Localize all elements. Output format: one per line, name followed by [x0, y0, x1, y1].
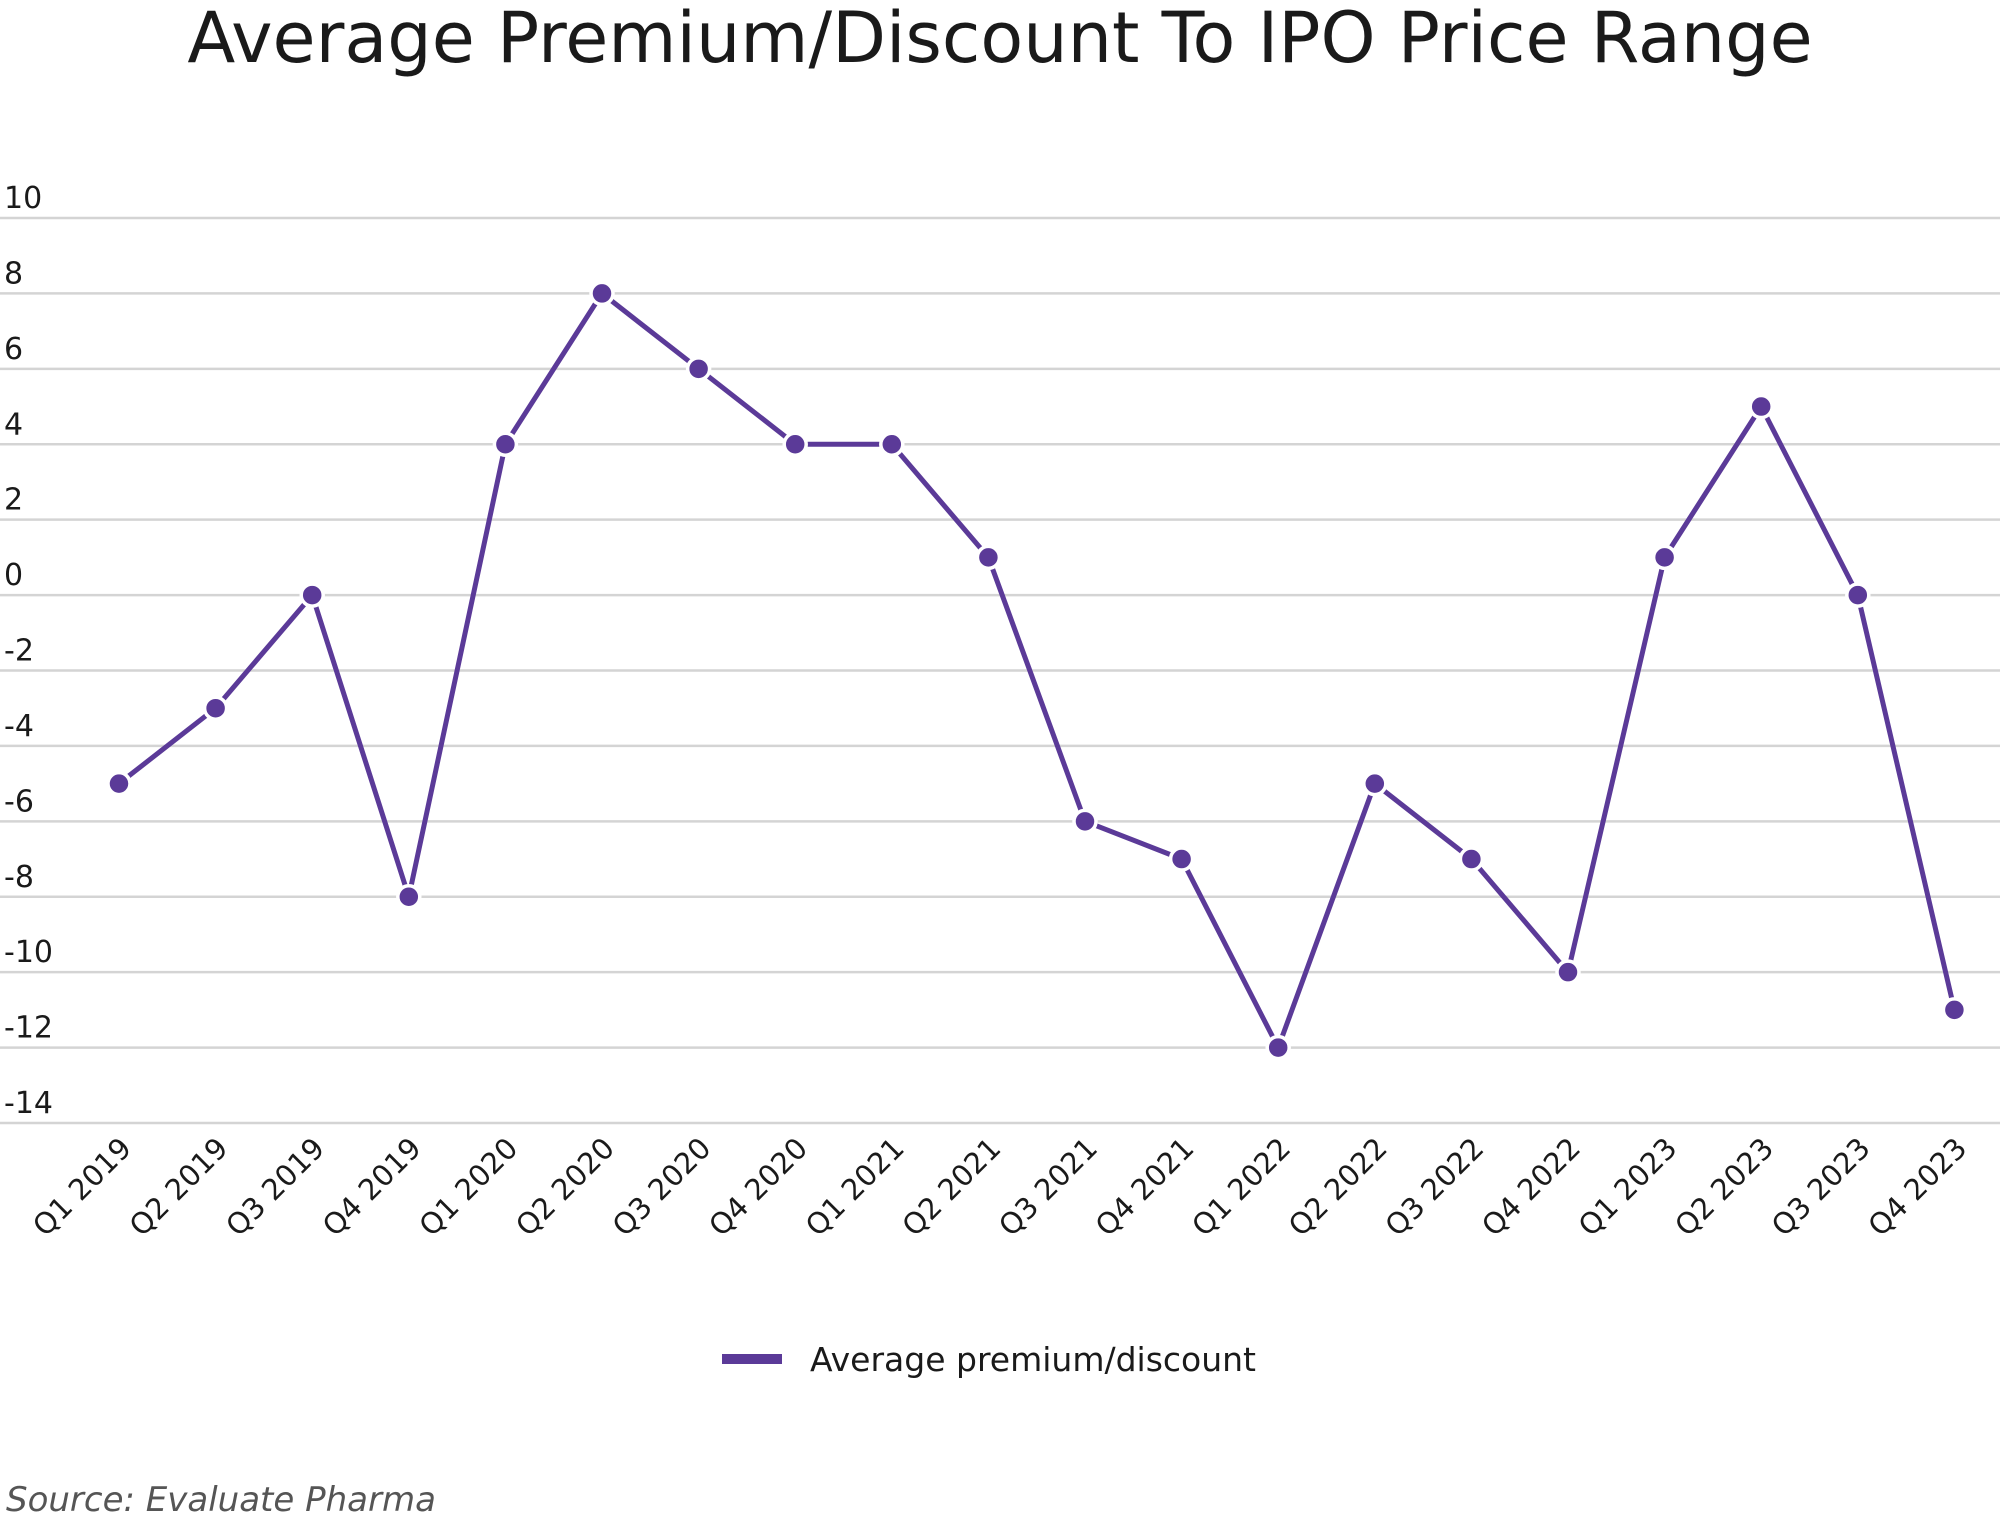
y-tick-label: 2 — [4, 483, 23, 518]
legend-label: Average premium/discount — [810, 1340, 1256, 1379]
data-point — [1651, 544, 1678, 571]
data-point — [879, 431, 905, 457]
series-line — [116, 290, 1957, 1051]
x-tick-label: Q1 2021 — [799, 1131, 911, 1243]
data-point — [492, 431, 519, 457]
chart-title: Average Premium/Discount To IPO Price Ra… — [187, 0, 1813, 79]
y-tick-label: 8 — [4, 256, 23, 291]
source-note: Source: Evaluate Pharma — [6, 1480, 436, 1520]
y-tick-label: 10 — [4, 181, 42, 216]
data-point — [1555, 959, 1581, 985]
x-tick-label: Q2 2022 — [1282, 1131, 1394, 1243]
data-point — [1941, 997, 1968, 1023]
y-tick-label: -12 — [4, 1011, 53, 1046]
x-tick-label: Q3 2021 — [992, 1131, 1104, 1243]
data-point — [1362, 770, 1388, 797]
x-tick-label: Q1 2022 — [1185, 1131, 1297, 1243]
data-point — [202, 695, 229, 721]
y-tick-label: 0 — [4, 558, 23, 593]
y-tick-label: -8 — [4, 860, 34, 895]
data-point — [106, 770, 132, 797]
data-point — [685, 356, 712, 382]
x-tick-label: Q2 2021 — [895, 1131, 1007, 1243]
x-tick-label: Q3 2019 — [219, 1131, 331, 1243]
y-tick-label: -2 — [4, 634, 34, 669]
y-tick-label: -6 — [4, 784, 34, 819]
x-tick-label: Q3 2020 — [606, 1131, 718, 1243]
x-tick-label: Q2 2020 — [509, 1131, 621, 1243]
y-tick-label: 4 — [4, 407, 23, 442]
data-point — [1168, 846, 1195, 872]
data-point — [1458, 846, 1485, 872]
x-tick-label: Q1 2023 — [1572, 1131, 1684, 1243]
gridlines — [0, 216, 2000, 1125]
data-point — [782, 431, 808, 457]
x-tick-label: Q4 2022 — [1475, 1131, 1587, 1243]
legend: Average premium/discount — [722, 1340, 1256, 1379]
y-tick-label: 6 — [4, 332, 23, 367]
y-tick-label: -14 — [4, 1086, 53, 1121]
series-average-premium-discount — [106, 280, 1968, 1061]
data-point — [1845, 582, 1871, 608]
y-axis-tick-labels: 10 8 6 4 2 0 -2 -4 -6 -8 -10 -12 -14 — [4, 181, 53, 1121]
data-point — [299, 582, 325, 608]
data-point — [396, 884, 422, 910]
data-point — [1072, 808, 1098, 835]
x-tick-label: Q4 2021 — [1089, 1131, 1201, 1243]
x-tick-label: Q4 2023 — [1861, 1131, 1973, 1243]
x-tick-label: Q2 2019 — [123, 1131, 235, 1243]
x-tick-label: Q3 2022 — [1378, 1131, 1490, 1243]
x-tick-label: Q1 2019 — [26, 1131, 138, 1243]
data-point — [1748, 393, 1774, 420]
data-point — [589, 280, 615, 307]
x-tick-label: Q3 2023 — [1765, 1131, 1877, 1243]
x-tick-label: Q4 2019 — [316, 1131, 428, 1243]
y-tick-label: -4 — [4, 709, 34, 744]
data-point — [1265, 1034, 1291, 1061]
data-point — [975, 544, 1002, 571]
x-tick-label: Q4 2020 — [702, 1131, 814, 1243]
x-tick-label: Q2 2023 — [1668, 1131, 1780, 1243]
x-tick-label: Q1 2020 — [412, 1131, 524, 1243]
y-tick-label: -10 — [4, 935, 53, 970]
